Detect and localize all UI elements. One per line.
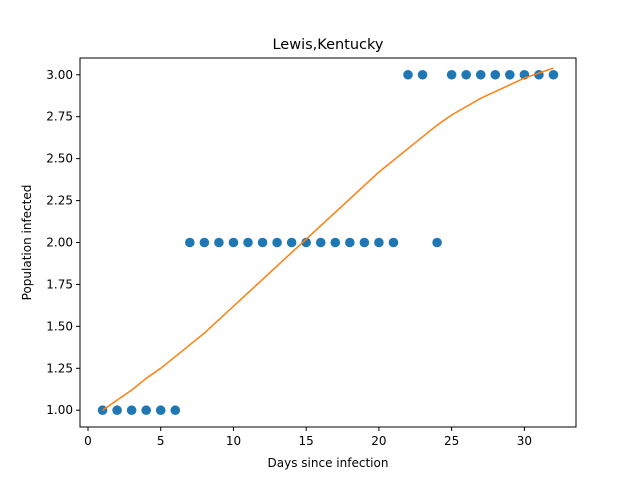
y-tick-label: 1.75: [46, 277, 73, 291]
y-tick-label: 3.00: [46, 68, 73, 82]
data-point: [446, 69, 457, 80]
data-point: [112, 405, 122, 416]
data-point: [330, 237, 341, 248]
data-point: [417, 69, 428, 80]
x-tick-label: 0: [84, 434, 92, 448]
x-tick-label: 20: [371, 434, 386, 448]
y-tick-label: 1.50: [46, 319, 73, 333]
data-point: [228, 237, 239, 248]
data-point: [403, 69, 413, 80]
data-point: [388, 237, 399, 248]
x-tick-label: 5: [157, 434, 165, 448]
y-tick-label: 2.75: [46, 110, 73, 124]
data-point: [272, 237, 282, 248]
x-tick-label: 25: [444, 434, 459, 448]
data-point: [214, 237, 224, 248]
y-axis: 1.00 1.25 1.50 1.75 2.00 2.25 2.50 2.75 3.00: [46, 68, 80, 417]
x-axis-label: Days since infection: [268, 456, 389, 470]
data-point: [141, 405, 151, 416]
y-tick-label: 2.50: [46, 152, 73, 166]
data-point: [257, 237, 268, 248]
y-axis-label: Population infected: [20, 185, 34, 301]
data-point: [97, 405, 108, 416]
x-axis: 0 5 10 15 20 25 30: [84, 427, 532, 448]
data-point: [548, 69, 559, 80]
data-point: [374, 237, 384, 248]
y-tick-label: 1.00: [46, 403, 73, 417]
x-tick-label: 10: [226, 434, 241, 448]
x-tick-label: 15: [299, 434, 314, 448]
data-point: [170, 405, 181, 416]
data-point: [185, 237, 195, 248]
data-point: [315, 237, 326, 248]
data-point: [359, 237, 370, 248]
data-point: [301, 237, 311, 248]
plot-area: [97, 67, 559, 416]
x-tick-label: 30: [517, 434, 532, 448]
data-point: [475, 69, 486, 80]
data-point: [243, 237, 253, 248]
y-tick-label: 2.25: [46, 194, 73, 208]
fit-curve: [102, 67, 554, 411]
data-point: [461, 69, 471, 80]
y-tick-label: 1.25: [46, 361, 73, 375]
axes-frame: [79, 57, 577, 428]
data-point: [345, 237, 355, 248]
data-point: [199, 237, 210, 248]
data-point: [155, 405, 166, 416]
data-point: [490, 69, 501, 80]
data-point: [432, 237, 442, 248]
y-tick-label: 2.00: [46, 236, 73, 250]
chart-title: Lewis,Kentucky: [272, 37, 383, 53]
data-point: [505, 69, 515, 80]
data-point: [286, 237, 297, 248]
data-point: [126, 405, 137, 416]
